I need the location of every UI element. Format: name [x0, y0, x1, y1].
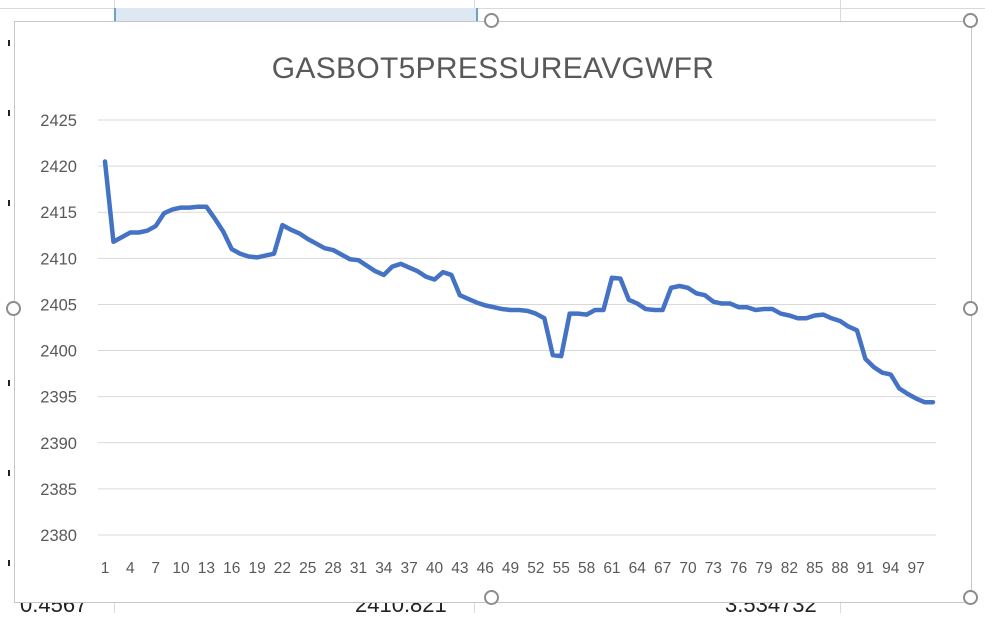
- x-tick-label: 40: [426, 560, 444, 577]
- x-tick-label: 55: [553, 560, 570, 577]
- x-tick-label: 76: [730, 560, 747, 577]
- x-tick-label: 43: [451, 560, 468, 577]
- x-tick-label: 79: [755, 560, 772, 577]
- x-tick-label: 7: [151, 560, 160, 577]
- x-tick-label: 10: [172, 560, 190, 577]
- y-tick-label: 2380: [40, 527, 77, 545]
- resize-handle-right[interactable]: [963, 301, 978, 316]
- x-tick-label: 1: [101, 560, 110, 577]
- x-tick-label: 4: [126, 560, 135, 577]
- x-tick-label: 13: [198, 560, 215, 577]
- x-tick-label: 37: [401, 560, 418, 577]
- cell-edge-mark: [8, 560, 10, 566]
- selected-cell-range[interactable]: [114, 8, 478, 22]
- y-tick-label: 2390: [40, 435, 77, 453]
- cell-edge-mark: [8, 110, 10, 116]
- x-tick-label: 22: [274, 560, 291, 577]
- y-tick-label: 2425: [40, 112, 77, 130]
- cell-edge-mark: [8, 200, 10, 206]
- resize-handle-top[interactable]: [484, 13, 499, 28]
- x-tick-label: 61: [603, 560, 620, 577]
- x-tick-label: 82: [781, 560, 798, 577]
- x-tick-label: 52: [527, 560, 544, 577]
- x-tick-label: 19: [248, 560, 265, 577]
- x-tick-label: 34: [375, 560, 393, 577]
- x-tick-label: 31: [350, 560, 367, 577]
- y-tick-label: 2410: [40, 250, 77, 268]
- x-tick-label: 73: [705, 560, 722, 577]
- x-tick-label: 91: [857, 560, 874, 577]
- x-tick-label: 94: [882, 560, 900, 577]
- y-tick-label: 2400: [40, 343, 77, 361]
- resize-handle-bottom[interactable]: [484, 590, 499, 605]
- x-tick-label: 58: [578, 560, 595, 577]
- row-gridline: [0, 8, 985, 9]
- resize-handle-left[interactable]: [6, 301, 21, 316]
- cell-edge-mark: [8, 40, 10, 46]
- x-tick-label: 64: [629, 560, 647, 577]
- x-tick-label: 16: [223, 560, 240, 577]
- resize-handle-top-right[interactable]: [963, 13, 978, 28]
- cell-edge-mark: [8, 470, 10, 476]
- y-tick-label: 2385: [40, 481, 77, 499]
- y-tick-label: 2405: [40, 296, 77, 314]
- series-line[interactable]: [102, 159, 936, 405]
- x-tick-label: 70: [679, 560, 697, 577]
- y-tick-label: 2420: [40, 158, 77, 176]
- chart-title[interactable]: GASBOT5PRESSUREAVGWFR: [271, 52, 715, 85]
- x-tick-label: 97: [907, 560, 924, 577]
- x-tick-label: 25: [299, 560, 316, 577]
- resize-handle-bottom-right[interactable]: [963, 590, 978, 605]
- x-tick-label: 67: [654, 560, 671, 577]
- x-tick-label: 46: [477, 560, 494, 577]
- cell-edge-mark: [8, 380, 10, 386]
- x-tick-label: 88: [831, 560, 848, 577]
- x-tick-label: 28: [324, 560, 341, 577]
- x-tick-label: 49: [502, 560, 519, 577]
- chart-area[interactable]: GASBOT5PRESSUREAVGWFR: [14, 21, 972, 603]
- x-tick-label: 85: [806, 560, 823, 577]
- y-tick-label: 2395: [40, 389, 77, 407]
- y-tick-label: 2415: [40, 204, 77, 222]
